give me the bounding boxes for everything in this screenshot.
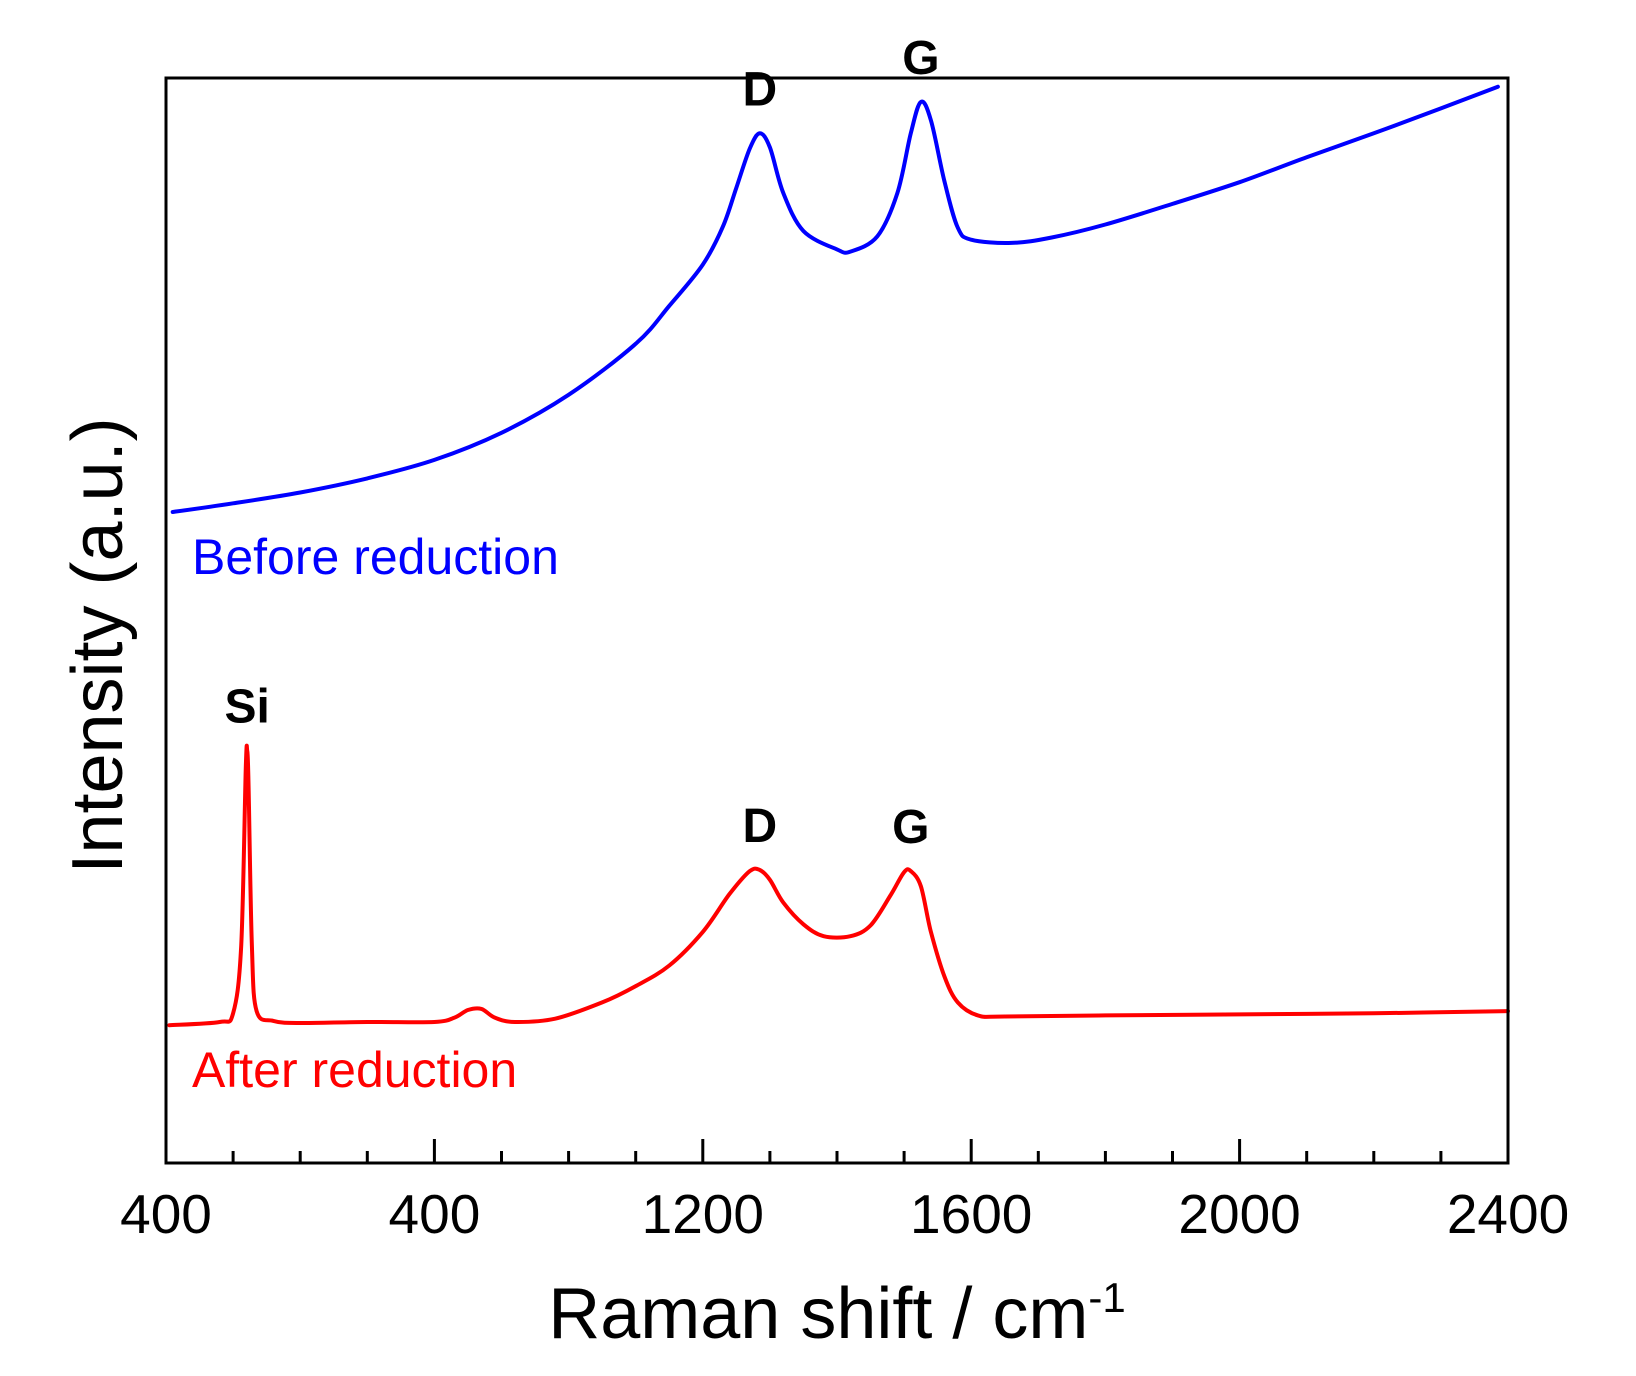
series-line-after-reduction	[167, 743, 1510, 1028]
series-label-before-reduction: Before reduction	[192, 529, 559, 585]
peak-label-d: D	[742, 800, 777, 853]
peak-label-g: G	[902, 32, 939, 85]
series-line-before-reduction	[170, 84, 1500, 514]
peak-label-d: D	[742, 63, 777, 116]
annotation-layer: D G Si D G	[225, 32, 940, 854]
x-axis-title: Raman shift / cm-1	[548, 1274, 1126, 1354]
x-tick-label: 1600	[910, 1183, 1032, 1245]
x-tick-label: 2000	[1178, 1183, 1300, 1245]
series-layer	[167, 84, 1510, 1028]
x-tick-label: 400	[389, 1183, 481, 1245]
peak-label-si: Si	[225, 681, 270, 734]
x-axis-title-superscript: -1	[1088, 1274, 1125, 1321]
x-axis-tick-labels: 400 400 1200 1600 2000 2400	[120, 1183, 1569, 1245]
x-tick-label: 2400	[1447, 1183, 1569, 1245]
x-tick-label: 1200	[642, 1183, 764, 1245]
peak-label-g: G	[892, 801, 929, 854]
x-axis-ticks	[164, 1139, 1510, 1163]
series-label-layer: Before reduction After reduction	[192, 529, 559, 1098]
x-tick-label: 400	[120, 1183, 212, 1245]
x-axis-title-main: Raman shift / cm	[548, 1274, 1088, 1354]
series-label-after-reduction: After reduction	[192, 1042, 517, 1098]
y-axis-title: Intensity (a.u.)	[58, 417, 138, 873]
